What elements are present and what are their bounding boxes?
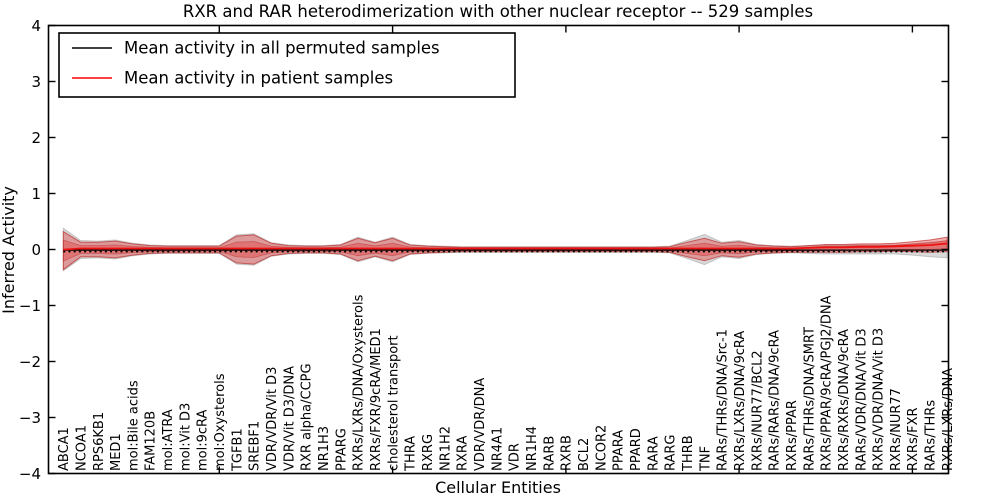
axis-ticks bbox=[48, 24, 949, 475]
x-category-label: RXR alpha/CCPG bbox=[300, 363, 315, 471]
x-category-label: RXRs/NUR77/BCL2 bbox=[750, 350, 765, 471]
y-axis-label: Inferred Activity bbox=[0, 186, 18, 314]
mean-lines bbox=[63, 242, 948, 253]
x-category-label: NR1H2 bbox=[438, 426, 453, 471]
x-category-label: NCOR2 bbox=[594, 425, 609, 471]
x-category-label: RARG bbox=[664, 434, 679, 471]
x-category-label: RXRs/PPAR/9cRA/PGJ2/DNA bbox=[820, 295, 835, 471]
chart-title: RXR and RAR heterodimerization with othe… bbox=[183, 2, 813, 21]
x-category-label: THRB bbox=[681, 435, 696, 472]
x-category-label: mol:Vit D3 bbox=[178, 403, 193, 471]
x-category-label: THRA bbox=[404, 436, 419, 472]
y-tick-label: 3 bbox=[31, 73, 41, 91]
x-category-label: RARs/RARs/DNA/9cRA bbox=[768, 330, 783, 471]
patient-mean-line bbox=[63, 242, 948, 251]
x-category-label: RARB bbox=[542, 436, 557, 471]
x-category-label: RXRB bbox=[560, 435, 575, 471]
x-category-label: RXRs/VDR/DNA/Vit D3 bbox=[872, 328, 887, 471]
y-tick-label: −2 bbox=[19, 353, 41, 371]
x-category-label: TNF bbox=[698, 446, 713, 472]
x-category-label: VDR/VDR/DNA bbox=[473, 378, 488, 471]
x-category-label: RARs/THRs/DNA/SMRT bbox=[802, 327, 817, 471]
x-category-label: RXRs/LXRs/DNA/9cRA bbox=[733, 331, 748, 471]
x-category-label: PPARG bbox=[334, 428, 349, 471]
x-category-label: VDR bbox=[508, 443, 523, 471]
y-tick-label: −4 bbox=[19, 465, 41, 483]
y-tick-labels: −4 −3 −2 −1 0 1 2 3 4 bbox=[19, 17, 41, 483]
y-tick-label: −3 bbox=[19, 409, 41, 427]
x-axis-label: Cellular Entities bbox=[435, 478, 561, 497]
x-category-label: mol:ATRA bbox=[161, 409, 176, 471]
x-category-label: VDR/VDR/Vit D3 bbox=[265, 367, 280, 471]
y-tick-label: 4 bbox=[31, 17, 41, 35]
x-category-label: RXRs/LXRs/DNA/Oxysterols bbox=[352, 294, 367, 471]
x-category-labels: ABCA1 NCOA1 RPS6KB1 MED1 mol:Bile acids FAM12… bbox=[57, 294, 956, 472]
x-category-label: RPS6KB1 bbox=[92, 412, 107, 471]
x-category-label: NR1H4 bbox=[525, 426, 540, 471]
x-category-label: RXRA bbox=[456, 436, 471, 471]
x-category-label: PPARA bbox=[612, 430, 627, 471]
x-category-label: RXRs/FXR bbox=[906, 407, 921, 471]
x-category-label: PPARD bbox=[629, 428, 644, 471]
x-category-label: NCOA1 bbox=[74, 425, 89, 471]
x-category-label: RARs/THRs/DNA/Src-1 bbox=[716, 329, 731, 471]
x-category-label: TGFB1 bbox=[230, 428, 245, 472]
y-tick-label: 0 bbox=[31, 241, 41, 259]
x-category-label: NR4A1 bbox=[490, 427, 505, 471]
legend-label-patient: Mean activity in patient samples bbox=[124, 69, 393, 88]
x-category-label: RXRs/FXR/9cRA/MED1 bbox=[369, 328, 384, 471]
y-tick-label: −1 bbox=[19, 297, 41, 315]
x-category-label: VDR/Vit D3/DNA bbox=[282, 366, 297, 471]
x-category-label: SREBF1 bbox=[248, 421, 263, 471]
x-category-label: mol:Oxysterols bbox=[213, 373, 228, 471]
x-category-label: NR1H3 bbox=[317, 426, 332, 471]
legend-box bbox=[58, 32, 516, 98]
legend: Mean activity in all permuted samples Me… bbox=[58, 32, 516, 98]
x-category-label: RARA bbox=[646, 436, 661, 471]
x-category-label: MED1 bbox=[109, 433, 124, 471]
x-category-label: mol:Bile acids bbox=[126, 380, 141, 471]
x-category-label: RXRs/NUR77 bbox=[889, 388, 904, 471]
y-tick-label: 2 bbox=[31, 129, 41, 147]
legend-label-permuted: Mean activity in all permuted samples bbox=[124, 39, 440, 58]
x-category-label: ABCA1 bbox=[57, 427, 72, 471]
x-category-label: RARs/VDR/DNA/Vit D3 bbox=[854, 328, 869, 471]
x-category-label: cholesterol transport bbox=[386, 335, 401, 471]
y-tick-label: 1 bbox=[31, 185, 41, 203]
x-category-label: RXRs/PPAR bbox=[785, 400, 800, 471]
x-category-label: mol:9cRA bbox=[196, 409, 211, 471]
x-category-label: FAM120B bbox=[144, 411, 159, 471]
x-category-label: RARs/THRs bbox=[924, 400, 939, 471]
x-category-label: RXRs/RXRs/DNA/9cRA bbox=[837, 329, 852, 471]
x-category-label: RXRs/LXRs/DNA bbox=[941, 368, 956, 471]
x-category-label: RXRG bbox=[421, 434, 436, 471]
x-category-label: BCL2 bbox=[577, 438, 592, 471]
